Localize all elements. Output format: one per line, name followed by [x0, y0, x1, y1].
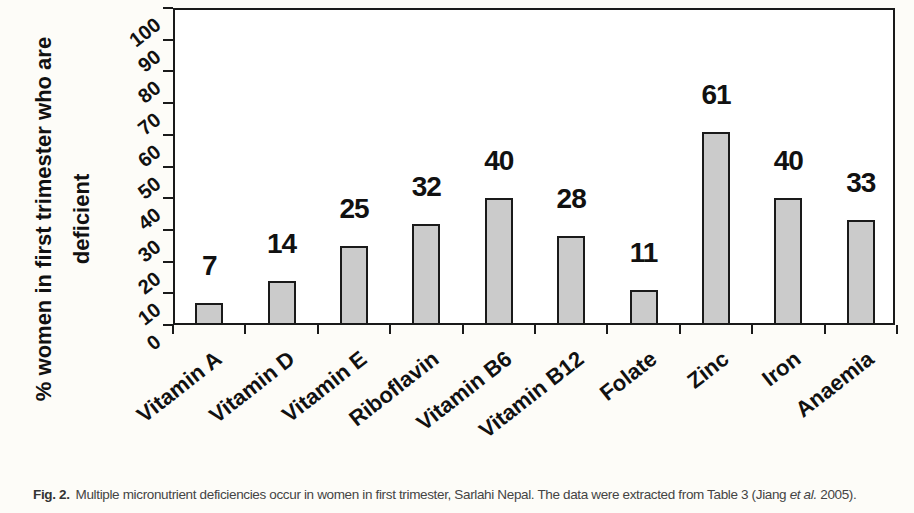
bar-vitamin-d [268, 281, 296, 325]
x-tick-8 [751, 325, 753, 334]
y-tick-70 [163, 102, 173, 104]
bar-value-label-zinc: 61 [680, 80, 752, 110]
bar-value-label-vitamin-b12: 28 [535, 184, 607, 214]
x-tick-6 [606, 325, 608, 334]
figure-caption-body: Multiple micronutrient deficiencies occu… [76, 487, 790, 502]
x-tick-7 [679, 325, 681, 334]
figure-caption: Fig. 2.Multiple micronutrient deficienci… [33, 487, 895, 502]
y-axis-title: % women in first trimester who are defic… [25, 0, 101, 439]
x-tick-1 [244, 325, 246, 334]
x-tick-0 [172, 325, 174, 334]
figure-caption-tail: 2005). [817, 487, 857, 502]
y-axis-title-line-1: % women in first trimester who are [25, 0, 63, 439]
x-tick-9 [824, 325, 826, 334]
x-tick-5 [534, 325, 536, 334]
x-tick-4 [462, 325, 464, 334]
figure-caption-label: Fig. 2. [33, 487, 76, 502]
bar-value-label-vitamin-e: 25 [318, 194, 390, 224]
x-tick-10 [896, 325, 898, 334]
y-tick-30 [163, 229, 173, 231]
figure-caption-et-al: et al. [790, 487, 817, 502]
bar-iron [774, 198, 802, 325]
y-tick-80 [163, 70, 173, 72]
bar-zinc [702, 132, 730, 325]
y-tick-60 [163, 134, 173, 136]
x-tick-3 [389, 325, 391, 334]
bar-vitamin-a [195, 303, 223, 325]
bar-vitamin-e [340, 246, 368, 325]
bar-anaemia [847, 220, 875, 325]
y-tick-90 [163, 39, 173, 41]
bar-value-label-vitamin-b6: 40 [463, 146, 535, 176]
bar-value-label-anaemia: 33 [825, 168, 897, 198]
bar-value-label-vitamin-d: 14 [245, 229, 317, 259]
bar-vitamin-b6 [485, 198, 513, 325]
x-tick-2 [317, 325, 319, 334]
figure-2-bar-chart: % women in first trimester who are defic… [0, 0, 914, 513]
bar-folate [630, 290, 658, 325]
bar-vitamin-b12 [557, 236, 585, 325]
y-tick-100 [163, 7, 173, 9]
bar-value-label-riboflavin: 32 [390, 172, 462, 202]
y-tick-20 [163, 261, 173, 263]
y-tick-40 [163, 197, 173, 199]
y-axis-title-line-2: deficient [63, 0, 101, 439]
y-tick-10 [163, 292, 173, 294]
bar-riboflavin [412, 224, 440, 325]
y-tick-50 [163, 166, 173, 168]
bar-value-label-folate: 11 [607, 238, 679, 268]
bar-value-label-iron: 40 [752, 146, 824, 176]
bar-value-label-vitamin-a: 7 [173, 251, 245, 281]
